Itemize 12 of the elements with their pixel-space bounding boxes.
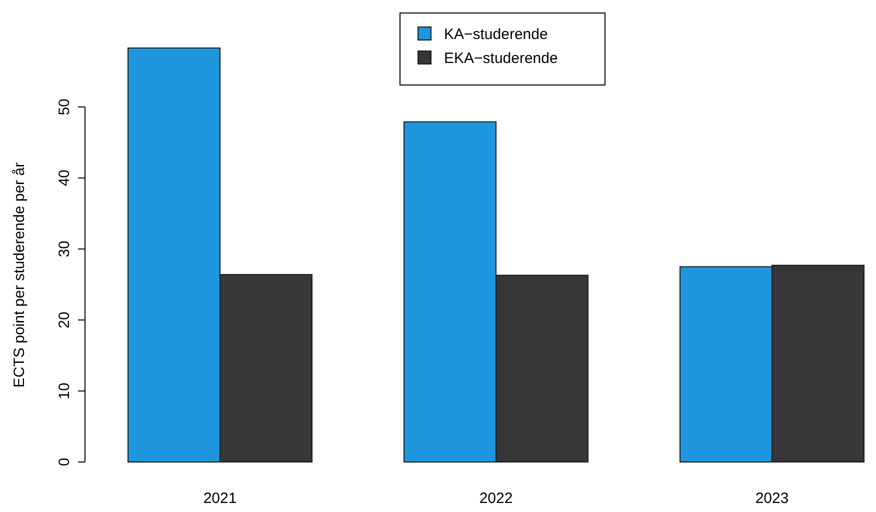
legend-label: KA−studerende <box>444 26 548 43</box>
y-tick-label: 10 <box>56 382 73 400</box>
y-tick-label: 20 <box>56 312 73 328</box>
x-tick-label: 2023 <box>755 490 789 507</box>
y-tick-label: 40 <box>56 170 73 186</box>
y-tick-label: 30 <box>56 240 73 258</box>
y-axis-title: ECTS point per studerende per år <box>11 162 28 388</box>
x-tick-label: 2021 <box>203 490 237 507</box>
legend-label: EKA−studerende <box>444 50 558 67</box>
y-tick-label: 50 <box>56 98 73 116</box>
y-tick-label: 0 <box>56 458 73 466</box>
x-tick-label: 2022 <box>479 490 513 507</box>
